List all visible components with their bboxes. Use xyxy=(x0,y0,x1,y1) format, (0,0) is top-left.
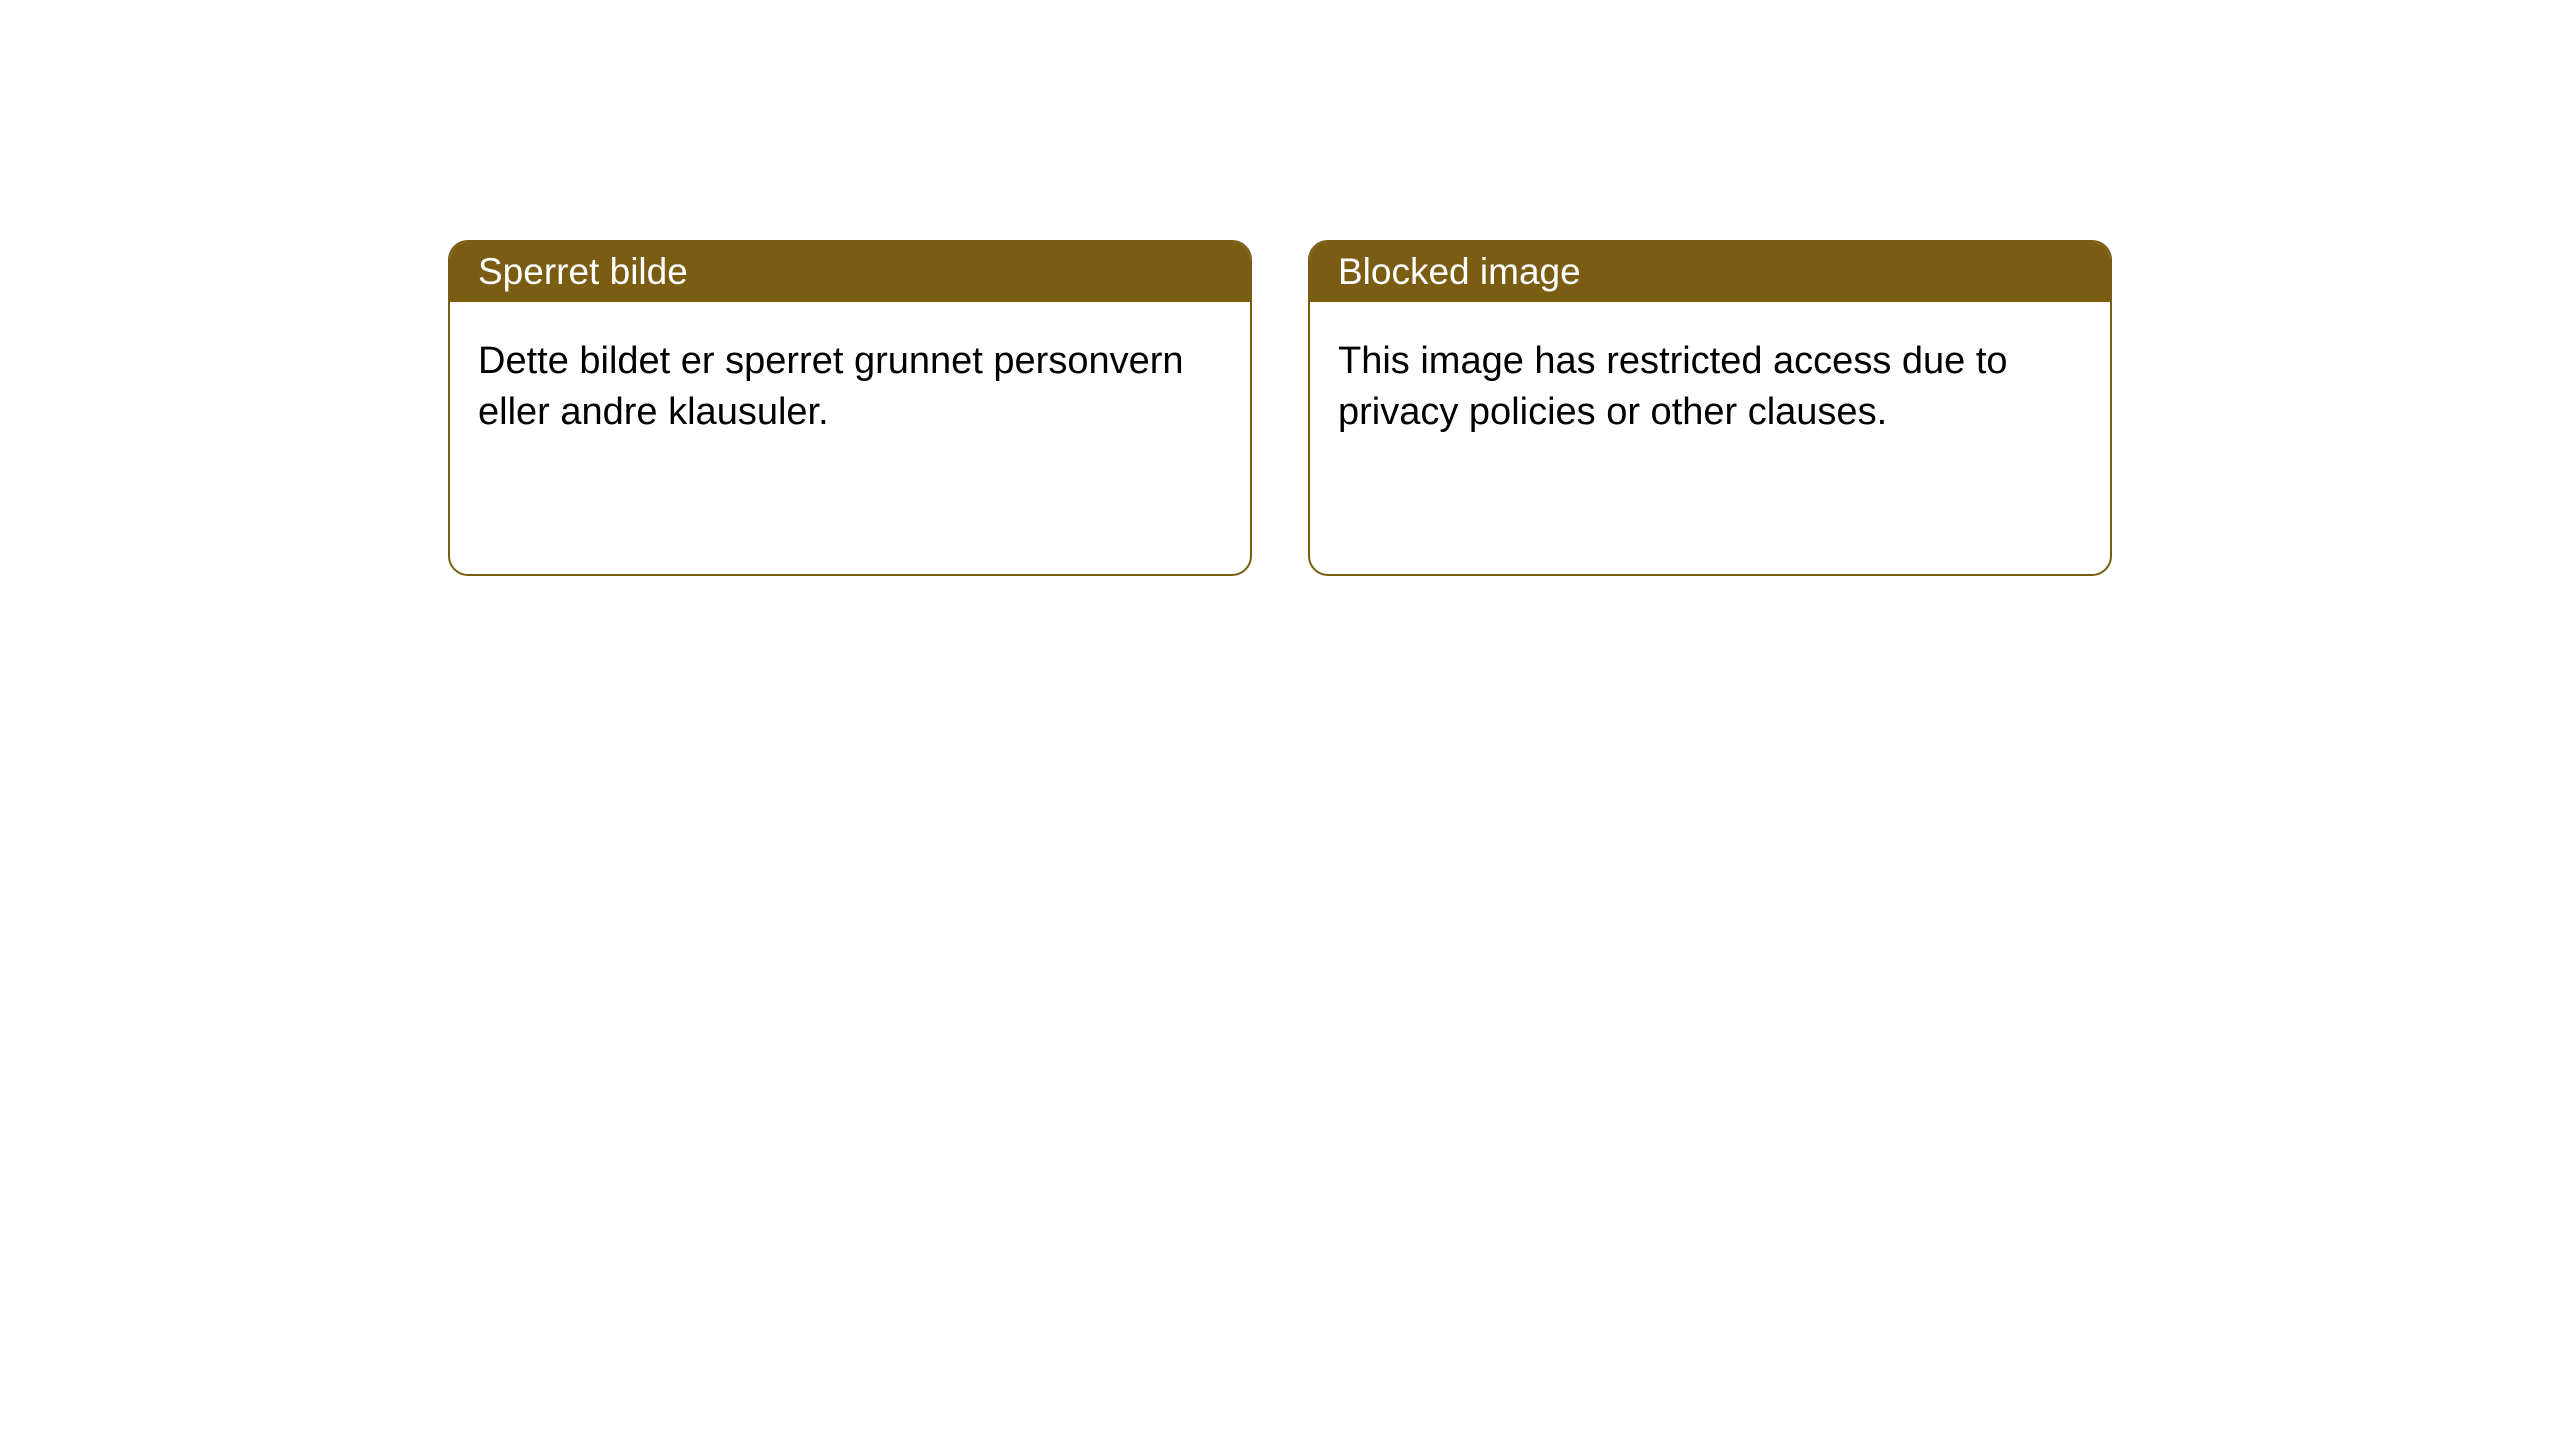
notice-card-english: Blocked image This image has restricted … xyxy=(1308,240,2112,576)
card-body: Dette bildet er sperret grunnet personve… xyxy=(450,302,1250,473)
card-title: Blocked image xyxy=(1338,251,1581,293)
card-body: This image has restricted access due to … xyxy=(1310,302,2110,473)
card-header: Blocked image xyxy=(1310,242,2110,302)
notice-card-norwegian: Sperret bilde Dette bildet er sperret gr… xyxy=(448,240,1252,576)
card-body-text: This image has restricted access due to … xyxy=(1338,340,2008,433)
card-body-text: Dette bildet er sperret grunnet personve… xyxy=(478,340,1184,433)
card-header: Sperret bilde xyxy=(450,242,1250,302)
card-title: Sperret bilde xyxy=(478,251,688,293)
notice-container: Sperret bilde Dette bildet er sperret gr… xyxy=(0,0,2560,576)
